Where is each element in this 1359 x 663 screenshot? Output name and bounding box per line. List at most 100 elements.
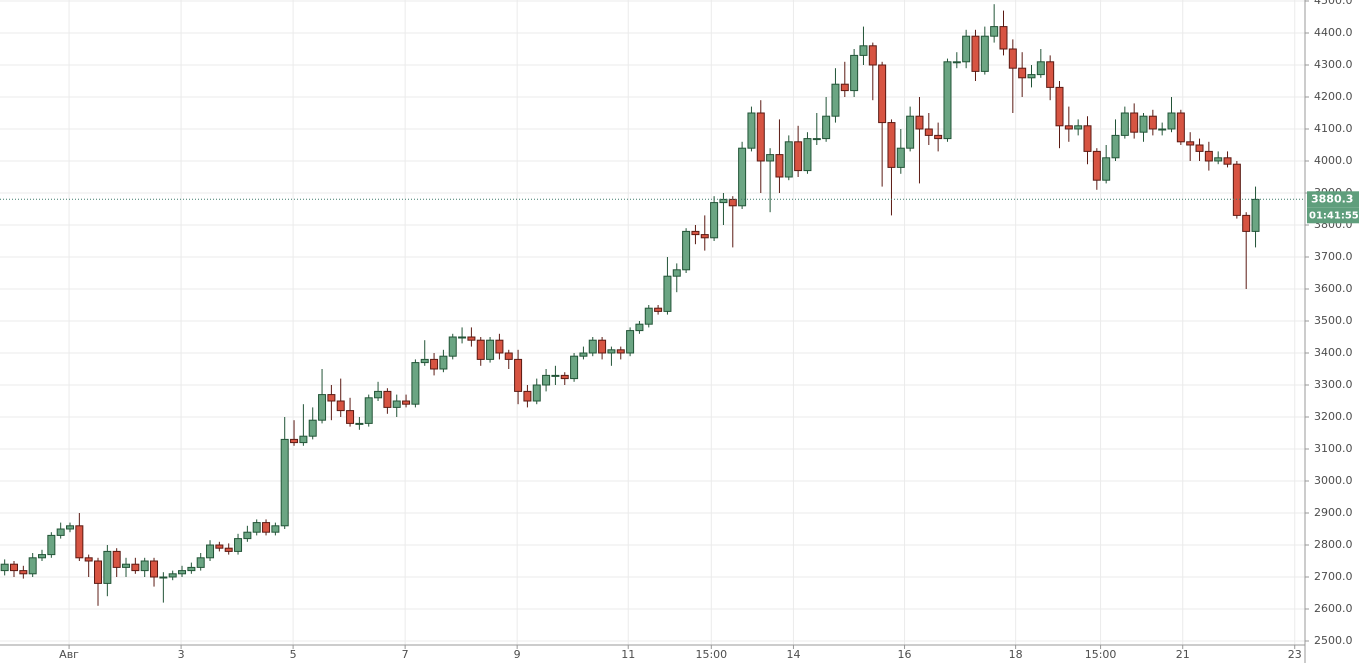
candle-body	[1027, 74, 1036, 79]
candle-body	[467, 336, 476, 341]
candle-body	[486, 339, 495, 360]
candle-body	[1148, 115, 1157, 130]
candle-body	[691, 230, 700, 236]
candle-body	[999, 26, 1008, 50]
candle-body	[542, 374, 551, 386]
candle-body	[1186, 141, 1195, 146]
candle-body	[794, 141, 803, 172]
y-tick-label: 3000.0	[1314, 474, 1353, 487]
candle-body	[1204, 150, 1213, 162]
candle-body	[1139, 115, 1148, 133]
candle-body	[952, 61, 961, 64]
candle-body	[682, 230, 691, 271]
candle-body	[1055, 86, 1064, 127]
candle-body	[103, 550, 112, 584]
candle-body	[840, 83, 849, 92]
y-tick-label: 4500.0	[1314, 0, 1353, 7]
candle-body	[980, 35, 989, 72]
candle-body	[122, 563, 131, 568]
candle-body	[402, 400, 411, 405]
candle-body	[1167, 112, 1176, 130]
candle-body	[56, 528, 65, 536]
candle-body	[1130, 112, 1139, 133]
candle-body	[551, 374, 560, 377]
candle-body	[812, 138, 821, 141]
candle-body	[19, 570, 28, 575]
candle-body	[271, 525, 280, 533]
candle-body	[476, 339, 485, 360]
candle-body	[607, 349, 616, 354]
candle-body	[924, 128, 933, 136]
candle-body	[1074, 125, 1083, 130]
x-tick-label: 15:00	[695, 648, 727, 661]
candle-body	[1008, 48, 1017, 69]
candle-body	[1036, 61, 1045, 76]
candle-body	[280, 438, 289, 527]
candle-body	[728, 198, 737, 207]
candle-body	[738, 147, 747, 207]
candle-body	[243, 531, 252, 540]
candle-body	[672, 269, 681, 277]
y-tick-label: 3600.0	[1314, 282, 1353, 295]
candle-body	[75, 525, 84, 559]
candle-body	[168, 573, 177, 578]
candle-body	[448, 336, 457, 357]
candle-body	[1102, 157, 1111, 181]
last-price-label: 3880.3	[1311, 192, 1353, 205]
y-tick-label: 3700.0	[1314, 250, 1353, 263]
candle-body	[1018, 67, 1027, 79]
candle-body	[364, 397, 373, 424]
candle-body	[1083, 125, 1092, 152]
candle-body	[131, 563, 140, 572]
candle-body	[308, 419, 317, 437]
last-price-box	[1307, 191, 1359, 208]
candle-body	[635, 323, 644, 332]
candle-body	[990, 26, 999, 37]
y-tick-label: 2600.0	[1314, 602, 1353, 615]
candle-body	[420, 358, 429, 364]
x-tick-label: 11	[621, 648, 635, 661]
candle-body	[336, 400, 345, 412]
candle-body	[150, 560, 159, 578]
candle-body	[971, 35, 980, 72]
candle-body	[766, 154, 775, 162]
candle-body	[38, 554, 47, 559]
x-tick-label: Авг	[59, 648, 79, 661]
y-tick-label: 2900.0	[1314, 506, 1353, 519]
candle-body	[439, 355, 448, 370]
candle-body	[84, 557, 93, 562]
candle-body	[598, 339, 607, 354]
candle-body	[196, 557, 205, 568]
candle-body	[1242, 214, 1251, 232]
candle-body	[383, 390, 392, 408]
x-tick-label: 15:00	[1085, 648, 1117, 661]
candle-body	[1232, 163, 1241, 216]
candle-body	[775, 154, 784, 178]
candle-body	[262, 522, 271, 533]
candle-body	[1195, 144, 1204, 152]
y-tick-label: 3400.0	[1314, 346, 1353, 359]
candle-body	[1251, 198, 1260, 232]
countdown-label: 01:41:55	[1309, 210, 1359, 221]
x-tick-label: 16	[898, 648, 912, 661]
candle-body	[588, 339, 597, 354]
countdown-box	[1307, 207, 1359, 224]
candle-body	[934, 134, 943, 140]
candle-body	[616, 349, 625, 354]
candle-body	[224, 547, 233, 552]
candle-body	[374, 390, 383, 399]
y-tick-label: 4300.0	[1314, 58, 1353, 71]
candle-body	[887, 122, 896, 168]
x-tick-label: 21	[1176, 648, 1190, 661]
candle-body	[47, 534, 56, 556]
candle-body	[906, 115, 915, 149]
candle-body	[355, 422, 364, 425]
candle-body	[1046, 61, 1055, 88]
candle-body	[1092, 150, 1101, 181]
y-tick-label: 4000.0	[1314, 154, 1353, 167]
candle-body	[318, 394, 327, 421]
candle-body	[299, 435, 308, 444]
candle-body	[943, 61, 952, 140]
x-tick-label: 5	[290, 648, 297, 661]
